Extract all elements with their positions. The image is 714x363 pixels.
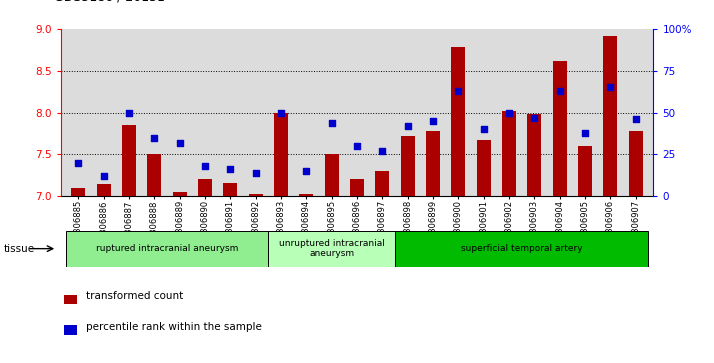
Bar: [274, 113, 288, 196]
Bar: [451, 48, 466, 196]
Point: [554, 88, 565, 94]
Bar: [502, 111, 516, 196]
Bar: [426, 131, 440, 196]
Bar: [71, 188, 86, 196]
Bar: [578, 146, 592, 196]
Bar: [350, 179, 364, 196]
Bar: [64, 294, 77, 304]
Point: [174, 140, 186, 146]
Text: superficial temporal artery: superficial temporal artery: [461, 244, 583, 253]
Point: [427, 118, 438, 124]
Bar: [299, 194, 313, 196]
Point: [326, 120, 338, 126]
Point: [98, 173, 109, 179]
Point: [376, 148, 388, 154]
Bar: [66, 231, 268, 267]
Point: [124, 110, 135, 115]
Point: [503, 110, 515, 115]
Point: [225, 166, 236, 172]
Bar: [401, 136, 415, 196]
Point: [301, 168, 312, 174]
Bar: [223, 183, 237, 196]
Bar: [553, 61, 567, 196]
Bar: [528, 114, 541, 196]
Point: [528, 115, 540, 121]
Bar: [376, 171, 389, 196]
Text: tissue: tissue: [4, 244, 35, 254]
Bar: [147, 154, 161, 196]
Bar: [325, 154, 338, 196]
Point: [351, 143, 363, 149]
Point: [149, 135, 160, 140]
Point: [630, 116, 641, 122]
Bar: [97, 184, 111, 196]
Point: [579, 130, 590, 135]
Point: [199, 163, 211, 169]
Point: [250, 170, 261, 176]
Point: [402, 123, 413, 129]
Bar: [628, 131, 643, 196]
Bar: [173, 192, 186, 196]
Point: [478, 126, 489, 132]
Text: transformed count: transformed count: [86, 291, 183, 301]
Text: unruptured intracranial
aneurysm: unruptured intracranial aneurysm: [278, 239, 385, 258]
Bar: [248, 194, 263, 196]
Bar: [477, 140, 491, 196]
Text: GDS5186 / 20131: GDS5186 / 20131: [54, 0, 164, 4]
Bar: [268, 231, 395, 267]
Point: [73, 160, 84, 166]
Point: [453, 88, 464, 94]
Bar: [198, 179, 212, 196]
Bar: [603, 36, 617, 196]
Bar: [395, 231, 648, 267]
Text: percentile rank within the sample: percentile rank within the sample: [86, 322, 261, 331]
Point: [605, 85, 616, 90]
Text: ruptured intracranial aneurysm: ruptured intracranial aneurysm: [96, 244, 238, 253]
Point: [276, 110, 287, 115]
Bar: [122, 125, 136, 196]
Bar: [64, 325, 77, 335]
